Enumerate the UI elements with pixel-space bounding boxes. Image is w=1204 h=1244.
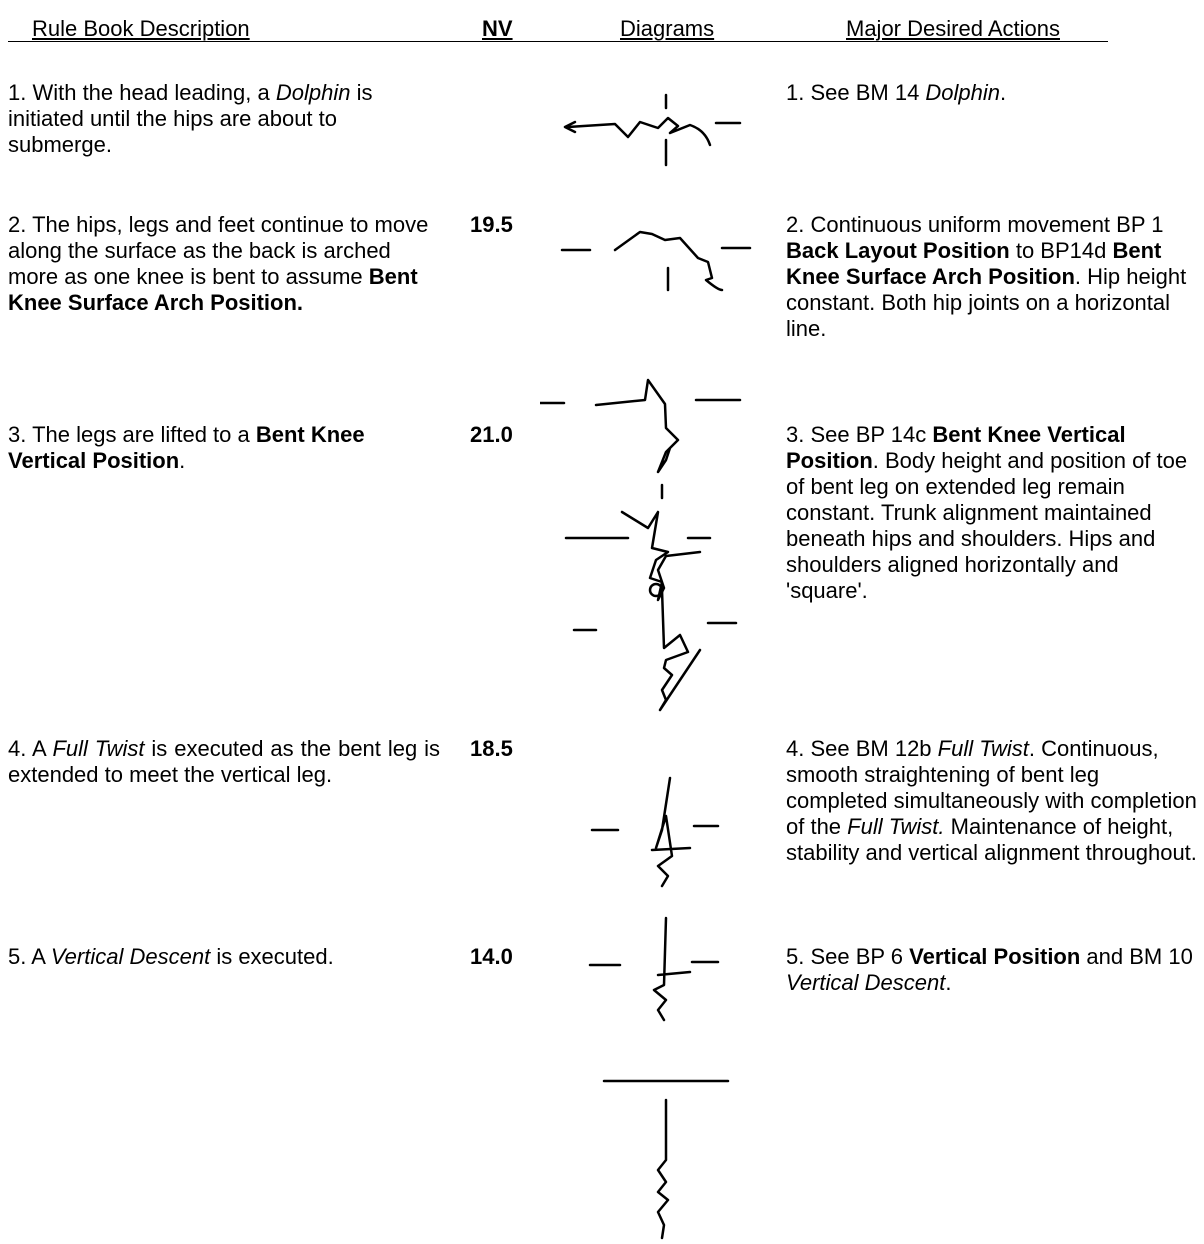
text-run: to BP14d — [1009, 238, 1113, 263]
row-actions: 3. See BP 14c Bent Knee Vertical Positio… — [786, 422, 1202, 604]
row-nv: 19.5 — [470, 212, 513, 237]
row-actions: 5. See BP 6 Vertical Position and BM 10 … — [786, 944, 1202, 996]
row-description: 1. With the head leading, a Dolphin is i… — [8, 80, 440, 158]
text-run: Vertical Descent — [786, 970, 946, 995]
text-run: 5. See BP 6 — [786, 944, 910, 969]
text-run: Back Layout Position — [786, 238, 1010, 263]
text-run: Bent Knee Vertical Position — [786, 422, 1126, 473]
row-description: 4. A Full Twist is executed as the bent … — [8, 736, 440, 788]
header-nv: NV — [482, 16, 513, 41]
text-run: is executed. — [210, 944, 334, 969]
text-run: Vertical Descent — [50, 944, 211, 969]
text-run: Full Twist. — [847, 814, 945, 839]
header-diagrams: Diagrams — [620, 16, 715, 41]
row-description: 3. The legs are lifted to a Bent Knee Ve… — [8, 422, 440, 474]
text-run: 3. The legs are lifted to a — [8, 422, 256, 447]
row-description: 5. A Vertical Descent is executed. — [8, 944, 440, 970]
text-run: . — [179, 448, 186, 473]
header-actions: Major Desired Actions — [846, 16, 1060, 41]
text-run: is executed as the bent leg is extended … — [8, 736, 440, 787]
text-run: Bent Knee Vertical Position — [8, 422, 365, 473]
text-run: 2. Continuous uniform movement BP 1 — [786, 212, 1164, 237]
text-run: Vertical Position — [909, 944, 1081, 969]
text-run: Bent Knee Surface Arch Position. — [8, 264, 418, 315]
text-run: . Continuous, smooth straightening of be… — [786, 736, 1197, 839]
text-run: 1. See BM 14 — [786, 80, 926, 105]
text-run: Full Twist — [52, 736, 145, 761]
row-nv: 18.5 — [470, 736, 513, 761]
text-run: Maintenance of height, stability and ver… — [786, 814, 1197, 865]
text-run: . — [945, 970, 952, 995]
row-actions: 4. See BM 12b Full Twist. Continuous, sm… — [786, 736, 1202, 866]
text-run: is initiated until the hips are about to… — [8, 80, 373, 157]
text-run: Bent Knee Surface Arch Position — [786, 238, 1162, 289]
header-description: Rule Book Description — [32, 16, 250, 41]
text-run: . Body height and position of toe of ben… — [786, 448, 1188, 603]
diagrams — [540, 93, 752, 1240]
text-run: . — [1000, 80, 1007, 105]
text-run: 2. The hips, legs and feet continue to m… — [8, 212, 429, 289]
text-run: 5. A — [8, 944, 51, 969]
text-run: . Hip height constant. Both hip joints o… — [786, 264, 1187, 341]
text-run: Dolphin — [925, 80, 1001, 105]
row-nv: 21.0 — [470, 422, 513, 447]
header-rule — [8, 41, 1108, 42]
text-run: 3. See BP 14c — [786, 422, 933, 447]
text-run: 4. A — [8, 736, 53, 761]
row-description: 2. The hips, legs and feet continue to m… — [8, 212, 440, 316]
text-run: Dolphin — [275, 80, 351, 105]
text-run: and BM 10 — [1080, 944, 1193, 969]
text-run: 1. With the head leading, a — [8, 80, 276, 105]
row-nv: 14.0 — [470, 944, 513, 969]
text-run: 4. See BM 12b — [786, 736, 938, 761]
row-actions: 2. Continuous uniform movement BP 1 Back… — [786, 212, 1202, 342]
text-run: Full Twist — [937, 736, 1029, 761]
row-actions: 1. See BM 14 Dolphin. — [786, 80, 1202, 106]
